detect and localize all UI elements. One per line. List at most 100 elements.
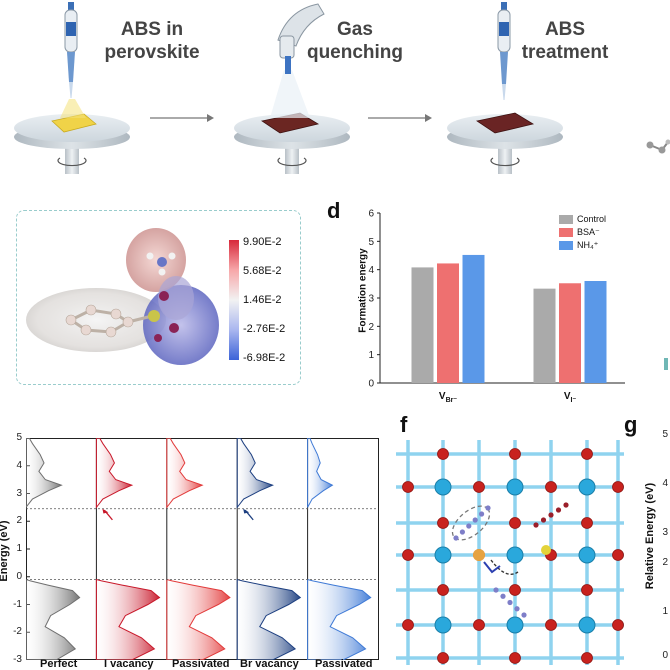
molecule-c-atom-4 [563, 502, 569, 508]
lattice-atom-pb-5-3 [578, 546, 596, 564]
bar-1-0 [533, 288, 556, 383]
legend-label-nh4: NH₄⁺ [577, 240, 599, 250]
dos-label-i-vacancy: I vacancy [104, 658, 154, 670]
panel-label-g: g [624, 412, 638, 437]
lattice-atom-pb-5-1 [578, 478, 596, 496]
lattice-atom-x-6-5 [612, 619, 624, 631]
molecule-b-atom-3 [514, 606, 520, 612]
molecule-c-atom-3 [555, 507, 562, 513]
spin-coater-1 [14, 99, 130, 174]
panel-g-tick-2: 2 [662, 557, 668, 568]
bar-y-tick-label-0: 0 [368, 379, 374, 390]
interaction-arrow-icon [483, 561, 501, 574]
colorbar-label-4: -2.76E-2 [243, 323, 286, 335]
dos-vb-area-4 [307, 578, 372, 660]
lattice-atom-x-4-1 [545, 481, 557, 493]
esp-panel [16, 210, 301, 385]
molecule-c-atom-1 [540, 517, 547, 523]
lattice-atom-x-2-1 [473, 481, 485, 493]
dos-cb-area-3 [236, 438, 275, 509]
dos-vb-area-3 [236, 578, 302, 660]
dos-vb-area-2 [166, 578, 231, 660]
dos-label-perfect: Perfect [40, 658, 78, 670]
bar-category-label-1: VI⁻ [564, 391, 577, 404]
bar-0-1 [437, 263, 459, 383]
lattice-atom-x-6-1 [612, 481, 624, 493]
spin-coater-2 [234, 70, 350, 174]
lattice-atom-pb-3-5 [506, 616, 524, 634]
molecule-b-atom-1 [500, 593, 506, 599]
panel-g-tick-3: 3 [662, 527, 668, 538]
molecule-c-atom-2 [548, 512, 554, 518]
molecule-a-atom-0 [453, 535, 459, 541]
colorbar-label-1: 9.90E-2 [243, 236, 282, 248]
molecule-b-atom-2 [507, 599, 513, 606]
legend-label-control: Control [577, 214, 607, 224]
dos-tick-label-8: 5 [16, 432, 22, 443]
lattice-atom-x-1-0 [437, 448, 449, 460]
lattice-atom-x-5-0 [581, 448, 593, 460]
legend-swatch-control [559, 215, 573, 225]
dos-cb-area-0 [26, 438, 63, 509]
bar-0-0 [411, 267, 434, 383]
step-1-label: ABS in perovskite [104, 19, 200, 63]
lattice-atom-x-1-2 [437, 517, 449, 529]
lattice-atom-x-1-4 [437, 584, 449, 596]
colorbar-label-3: 1.46E-2 [243, 294, 282, 306]
lattice-atom-x-5-4 [581, 584, 593, 596]
bar-category-label-0: VBr⁻ [439, 391, 457, 404]
legend-label-bsa: BSA⁻ [577, 227, 600, 237]
legend-swatch-bsa [559, 228, 573, 238]
lattice-atom-x-1-6 [437, 652, 449, 664]
lattice-atom-x-0-1 [402, 481, 414, 493]
lattice-atom-x-4-5 [545, 619, 557, 631]
dos-cb-area-1 [95, 438, 134, 509]
dos-label-passivated-2: Passivated [315, 658, 373, 670]
vacancy-site [473, 549, 485, 561]
panel-g-tick-5: 5 [662, 429, 668, 440]
panel-g-tick-4: 4 [662, 478, 668, 489]
dos-cb-area-4 [307, 438, 334, 508]
panel-g-tick-1: 1 [662, 606, 668, 617]
dos-tick-label-7: 4 [16, 459, 22, 471]
molecule-a-atom-2 [466, 523, 472, 529]
dos-vb-area-1 [95, 578, 161, 660]
dos-tick-label-3: 0 [16, 570, 22, 582]
bar-1-2 [584, 281, 607, 383]
molecule-a-atom-4 [479, 511, 485, 517]
dos-label-passivated-1: Passivated [172, 658, 230, 670]
gas-gun-icon [277, 3, 325, 74]
pipette-2-icon [497, 2, 511, 100]
lattice-atom-x-3-6 [509, 652, 521, 664]
lattice-atom-pb-3-3 [506, 546, 524, 564]
legend-control: Control [559, 214, 607, 225]
molecule-fragment-icon [646, 139, 670, 154]
lattice-atom-x-0-3 [402, 549, 414, 561]
fragment-teal-mark [664, 358, 668, 370]
dos-tick-label-6: 3 [16, 487, 22, 499]
bar-y-tick-label-6: 6 [368, 209, 374, 220]
bar-1-1 [559, 283, 581, 383]
lattice-atom-x-2-5 [473, 619, 485, 631]
lattice-atom-x-3-2 [509, 517, 521, 529]
colorbar-label-5: -6.98E-2 [243, 352, 286, 364]
esp-molecule-surface [26, 228, 219, 365]
pipette-1-icon [64, 2, 78, 98]
dos-cb-area-2 [166, 438, 204, 509]
colorbar-label-2: 5.68E-2 [243, 265, 282, 277]
molecule-b-atom-0 [493, 587, 499, 593]
dos-vb-area-0 [26, 579, 81, 660]
lattice-atom-pb-1-3 [434, 546, 452, 564]
dos-tick-label-5: 2 [16, 515, 22, 527]
dos-tick-label-0: -3 [13, 654, 22, 665]
lattice-atom-pb-1-5 [434, 616, 452, 634]
bar-y-tick-label-2: 2 [368, 322, 374, 333]
defect-arrowhead-i-vacancy [102, 508, 109, 514]
lattice-atom-pb-1-1 [434, 478, 452, 496]
bar-y-tick-label-4: 4 [368, 265, 374, 276]
dos-tick-label-2: -1 [13, 598, 22, 610]
lattice-atom-x-6-3 [612, 549, 624, 561]
bar-y-tick-label-1: 1 [368, 350, 374, 361]
bar-y-tick-label-5: 5 [368, 237, 374, 248]
bar-y-tick-label-3: 3 [368, 294, 374, 305]
